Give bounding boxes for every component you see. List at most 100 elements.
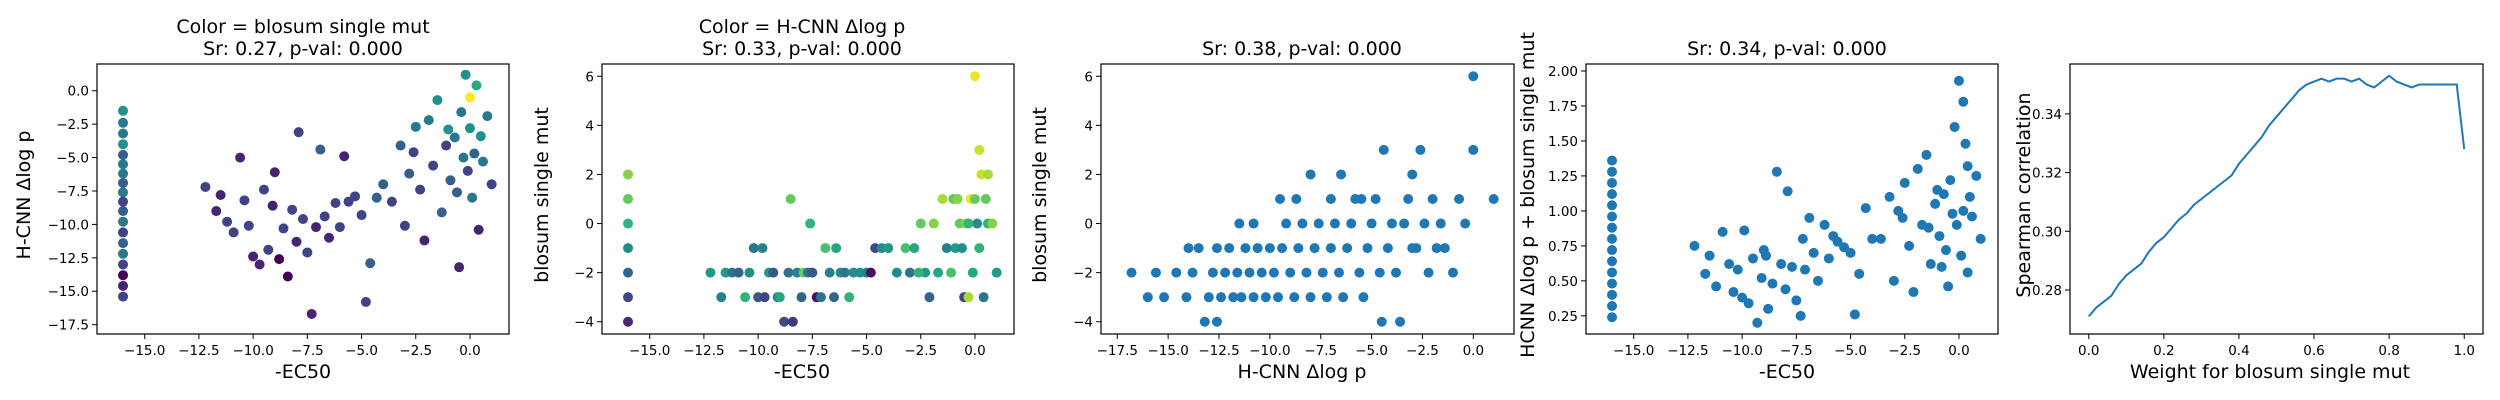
scatter-point xyxy=(473,224,484,235)
y-tick-label: −15.0 xyxy=(48,284,89,300)
scatter-point xyxy=(865,267,876,278)
scatter-point xyxy=(1607,177,1618,188)
scatter-point xyxy=(805,218,816,229)
scatter-point xyxy=(404,168,415,179)
panel-title: Color = H-CNN Δlog p xyxy=(699,16,906,38)
scatter-point xyxy=(451,187,462,198)
scatter-point xyxy=(1317,267,1328,278)
scatter-panel-hcnn-vs-blosum: Sr: 0.38, p-val: 0.000 H-CNN Δlog p blos… xyxy=(1029,38,1515,383)
scatter-point xyxy=(258,184,269,195)
scatter-point xyxy=(334,222,345,233)
scatter-point xyxy=(471,80,482,91)
scatter-point xyxy=(298,214,308,225)
scatter-point xyxy=(1291,194,1302,204)
scatter-point xyxy=(432,95,443,106)
scatter-point xyxy=(118,206,129,217)
scatter-point xyxy=(1403,194,1414,204)
scatter-point xyxy=(623,292,634,303)
scatter-point xyxy=(445,175,456,186)
scatter-point xyxy=(1940,245,1951,256)
scatter-point xyxy=(408,147,419,158)
scatter-point xyxy=(365,258,376,269)
x-tick-label: −10.0 xyxy=(232,343,273,359)
scatter-point xyxy=(1329,218,1340,229)
y-axis-label: Spearman correlation xyxy=(2013,92,2035,297)
scatter-panel-ec50-vs-blosum: Color = H-CNN Δlog p Sr: 0.33, p-val: 0.… xyxy=(531,16,1015,383)
scatter-point xyxy=(1962,267,1973,278)
axes-frame xyxy=(601,63,1015,335)
scatter-point xyxy=(1199,316,1210,327)
scatter-point xyxy=(779,316,790,327)
scatter-point xyxy=(1460,218,1471,229)
scatter-point xyxy=(1399,218,1410,229)
x-tick-label: −12.5 xyxy=(683,343,724,359)
scatter-point xyxy=(796,292,807,303)
x-tick-label: −2.5 xyxy=(904,343,937,359)
scatter-point xyxy=(319,211,330,222)
scatter-point xyxy=(324,232,335,243)
x-tick-label: −7.5 xyxy=(1304,343,1337,359)
scatter-point xyxy=(1875,233,1886,244)
scatter-point xyxy=(1244,267,1255,278)
x-axis-label: -EC50 xyxy=(774,361,830,383)
scatter-point xyxy=(1960,138,1971,149)
axes-frame xyxy=(2069,63,2484,335)
scatter-point xyxy=(1415,144,1426,155)
scatter-point xyxy=(891,267,902,278)
scatter-point xyxy=(1800,264,1811,275)
scatter-point xyxy=(972,218,983,229)
scatter-point xyxy=(1273,292,1283,303)
spearman-line xyxy=(2088,74,2466,318)
scatter-point xyxy=(744,267,755,278)
scatter-point xyxy=(1747,253,1758,264)
x-tick-label: −12.5 xyxy=(1667,343,1708,359)
scatter-point xyxy=(1356,194,1367,204)
scatter-point xyxy=(1724,259,1735,270)
scatter-point xyxy=(1391,267,1401,278)
scatter-point xyxy=(1338,292,1349,303)
x-tick-label: 0.0 xyxy=(1463,343,1484,359)
scatter-point xyxy=(785,194,796,204)
scatter-point xyxy=(1376,316,1387,327)
scatter-point xyxy=(282,271,293,282)
scatter-point xyxy=(1354,267,1365,278)
y-tick-label: 2 xyxy=(1084,167,1093,183)
scatter-point xyxy=(1860,203,1871,214)
scatter-point xyxy=(118,227,129,238)
scatter-point xyxy=(339,151,350,162)
scatter-point xyxy=(1220,267,1231,278)
scatter-point xyxy=(1819,219,1830,230)
scatter-point xyxy=(1776,259,1787,270)
scatter-point xyxy=(1142,292,1153,303)
scatter-point xyxy=(1964,191,1975,202)
panel-subtitle: Sr: 0.33, p-val: 0.000 xyxy=(702,38,902,60)
panel-subtitle: Sr: 0.38, p-val: 0.000 xyxy=(1202,38,1402,60)
x-tick-label: 0.4 xyxy=(2228,343,2249,359)
scatter-point xyxy=(1897,212,1908,223)
scatter-point xyxy=(118,159,129,170)
y-tick-label: 6 xyxy=(1084,69,1093,85)
scatter-point xyxy=(467,192,478,203)
scatter-point xyxy=(1211,243,1222,254)
x-tick-label: 0.0 xyxy=(2078,343,2099,359)
scatter-point xyxy=(1234,218,1245,229)
x-axis-label: Weight for blosum single mut xyxy=(2130,361,2410,383)
scatter-point xyxy=(200,181,211,192)
scatter-point xyxy=(1607,222,1618,233)
scatter-point xyxy=(1268,267,1279,278)
scatter-point xyxy=(824,267,835,278)
y-tick-label: 0 xyxy=(585,217,594,233)
y-tick-label: 0.50 xyxy=(1548,274,1578,290)
scatter-point xyxy=(1908,287,1919,298)
scatter-point xyxy=(118,105,129,116)
x-tick-label: −12.5 xyxy=(178,343,219,359)
scatter-point xyxy=(1839,242,1850,253)
scatter-point xyxy=(1732,264,1743,275)
x-tick-label: 1.0 xyxy=(2453,343,2474,359)
y-tick-label: 0.34 xyxy=(2032,107,2062,123)
scatter-point xyxy=(469,148,480,159)
scatter-point xyxy=(969,194,980,204)
scatter-point xyxy=(1813,275,1824,286)
scatter-point xyxy=(477,156,488,167)
